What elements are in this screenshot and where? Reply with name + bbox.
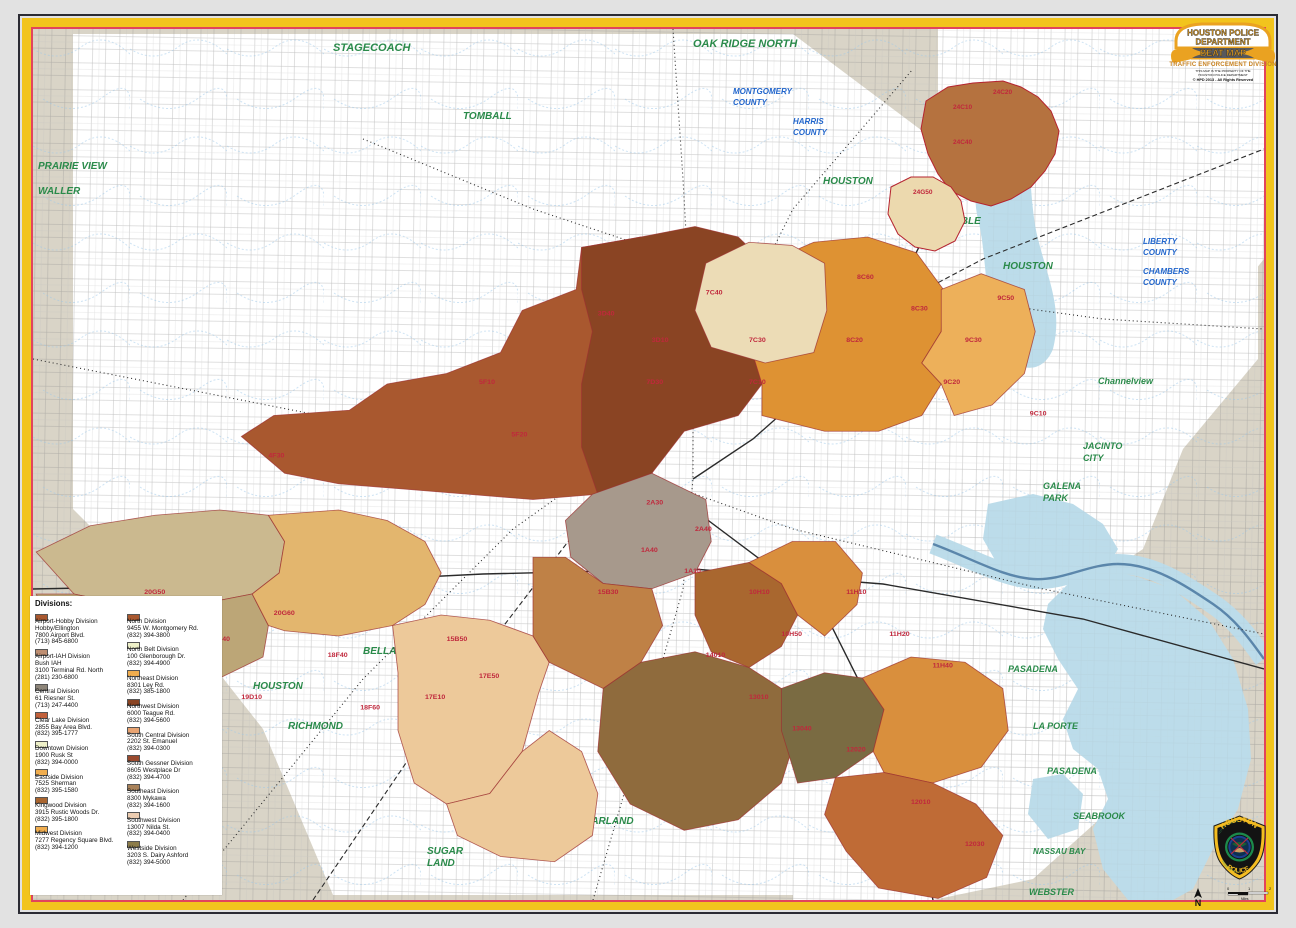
svg-text:HOUSTON: HOUSTON bbox=[1003, 261, 1054, 272]
svg-text:14010: 14010 bbox=[705, 652, 725, 659]
svg-text:7C40: 7C40 bbox=[705, 289, 722, 296]
svg-text:13040: 13040 bbox=[792, 725, 812, 732]
svg-text:4F30: 4F30 bbox=[268, 452, 284, 459]
svg-text:17E10: 17E10 bbox=[424, 694, 444, 701]
svg-text:RICHMOND: RICHMOND bbox=[288, 721, 343, 732]
svg-text:BEAT MAP: BEAT MAP bbox=[1200, 48, 1246, 58]
svg-text:20G50: 20G50 bbox=[144, 589, 165, 596]
svg-text:PASADENA: PASADENA bbox=[1047, 766, 1097, 776]
svg-text:12010: 12010 bbox=[911, 799, 931, 806]
svg-text:TOMBALL: TOMBALL bbox=[463, 111, 512, 122]
svg-text:LIBERTY: LIBERTY bbox=[1143, 237, 1178, 246]
svg-text:JACINTO: JACINTO bbox=[1083, 441, 1122, 451]
svg-text:LA PORTE: LA PORTE bbox=[1033, 721, 1079, 731]
svg-text:7D30: 7D30 bbox=[646, 379, 663, 386]
svg-text:HOUSTON POLICE: HOUSTON POLICE bbox=[1187, 29, 1260, 38]
svg-text:10H10: 10H10 bbox=[749, 589, 770, 596]
svg-text:5F20: 5F20 bbox=[511, 431, 527, 438]
svg-text:8C60: 8C60 bbox=[856, 274, 873, 281]
svg-text:11H10: 11H10 bbox=[846, 589, 866, 596]
svg-text:CHAMBERS: CHAMBERS bbox=[1143, 267, 1190, 276]
svg-text:GALENA: GALENA bbox=[1043, 481, 1081, 491]
svg-text:N: N bbox=[1195, 898, 1202, 907]
svg-text:17E50: 17E50 bbox=[479, 673, 499, 680]
svg-text:PARK: PARK bbox=[1043, 493, 1069, 503]
svg-text:8C20: 8C20 bbox=[846, 337, 863, 344]
svg-text:2A40: 2A40 bbox=[694, 526, 711, 533]
svg-text:10H50: 10H50 bbox=[781, 631, 802, 638]
svg-text:11H20: 11H20 bbox=[889, 631, 909, 638]
svg-text:LAND: LAND bbox=[427, 858, 455, 869]
svg-text:SUGAR: SUGAR bbox=[427, 846, 464, 857]
svg-text:DEPARTMENT: DEPARTMENT bbox=[1196, 38, 1251, 47]
svg-text:9C10: 9C10 bbox=[1029, 410, 1046, 417]
svg-text:SEABROOK: SEABROOK bbox=[1073, 811, 1127, 821]
svg-text:COUNTY: COUNTY bbox=[1143, 248, 1177, 257]
svg-text:19D10: 19D10 bbox=[241, 694, 262, 701]
svg-text:12030: 12030 bbox=[965, 841, 985, 848]
svg-text:NASSAU BAY: NASSAU BAY bbox=[1033, 847, 1086, 856]
svg-text:COUNTY: COUNTY bbox=[733, 98, 767, 107]
svg-text:Miles: Miles bbox=[1241, 897, 1249, 901]
svg-text:24G50: 24G50 bbox=[913, 189, 933, 196]
svg-text:18F60: 18F60 bbox=[360, 704, 380, 711]
svg-text:STAGECOACH: STAGECOACH bbox=[333, 42, 411, 54]
svg-text:15B30: 15B30 bbox=[597, 589, 618, 596]
svg-text:15B50: 15B50 bbox=[446, 636, 467, 643]
svg-text:9C50: 9C50 bbox=[997, 295, 1014, 302]
svg-text:1A10: 1A10 bbox=[684, 568, 701, 575]
svg-text:HARRIS: HARRIS bbox=[793, 117, 824, 126]
svg-text:CITY: CITY bbox=[1083, 453, 1104, 463]
svg-text:COUNTY: COUNTY bbox=[1143, 278, 1177, 287]
svg-text:2: 2 bbox=[1269, 886, 1272, 891]
svg-text:24C20: 24C20 bbox=[993, 89, 1013, 96]
svg-text:WALLER: WALLER bbox=[38, 186, 81, 197]
svg-text:9C20: 9C20 bbox=[943, 379, 960, 386]
svg-text:13010: 13010 bbox=[749, 694, 769, 701]
svg-text:PASADENA: PASADENA bbox=[1008, 664, 1058, 674]
svg-text:9C30: 9C30 bbox=[965, 337, 982, 344]
svg-text:7C10: 7C10 bbox=[749, 379, 766, 386]
svg-text:5F10: 5F10 bbox=[479, 379, 495, 386]
svg-text:3D10: 3D10 bbox=[651, 337, 668, 344]
svg-text:PRAIRIE VIEW: PRAIRIE VIEW bbox=[38, 161, 108, 172]
svg-text:2A30: 2A30 bbox=[646, 499, 663, 506]
svg-text:1: 1 bbox=[1248, 886, 1251, 891]
svg-text:24C40: 24C40 bbox=[953, 139, 973, 146]
svg-text:7C30: 7C30 bbox=[749, 337, 766, 344]
svg-text:MONTGOMERY: MONTGOMERY bbox=[733, 87, 793, 96]
svg-text:HOUSTON: HOUSTON bbox=[823, 176, 874, 187]
svg-text:8C30: 8C30 bbox=[911, 305, 928, 312]
svg-text:18F40: 18F40 bbox=[327, 652, 347, 659]
svg-text:OAK RIDGE NORTH: OAK RIDGE NORTH bbox=[693, 38, 798, 50]
svg-text:HOUSTON: HOUSTON bbox=[253, 681, 304, 692]
svg-text:20G60: 20G60 bbox=[273, 610, 294, 617]
svg-text:1A40: 1A40 bbox=[641, 547, 658, 554]
svg-text:WEBSTER: WEBSTER bbox=[1029, 887, 1075, 897]
svg-text:3D40: 3D40 bbox=[597, 310, 614, 317]
svg-text:24C10: 24C10 bbox=[953, 104, 973, 111]
svg-text:11H40: 11H40 bbox=[932, 662, 952, 669]
svg-text:0: 0 bbox=[1227, 886, 1230, 891]
svg-text:12020: 12020 bbox=[846, 746, 866, 753]
svg-text:COUNTY: COUNTY bbox=[793, 128, 827, 137]
svg-text:Channelview: Channelview bbox=[1098, 376, 1154, 386]
